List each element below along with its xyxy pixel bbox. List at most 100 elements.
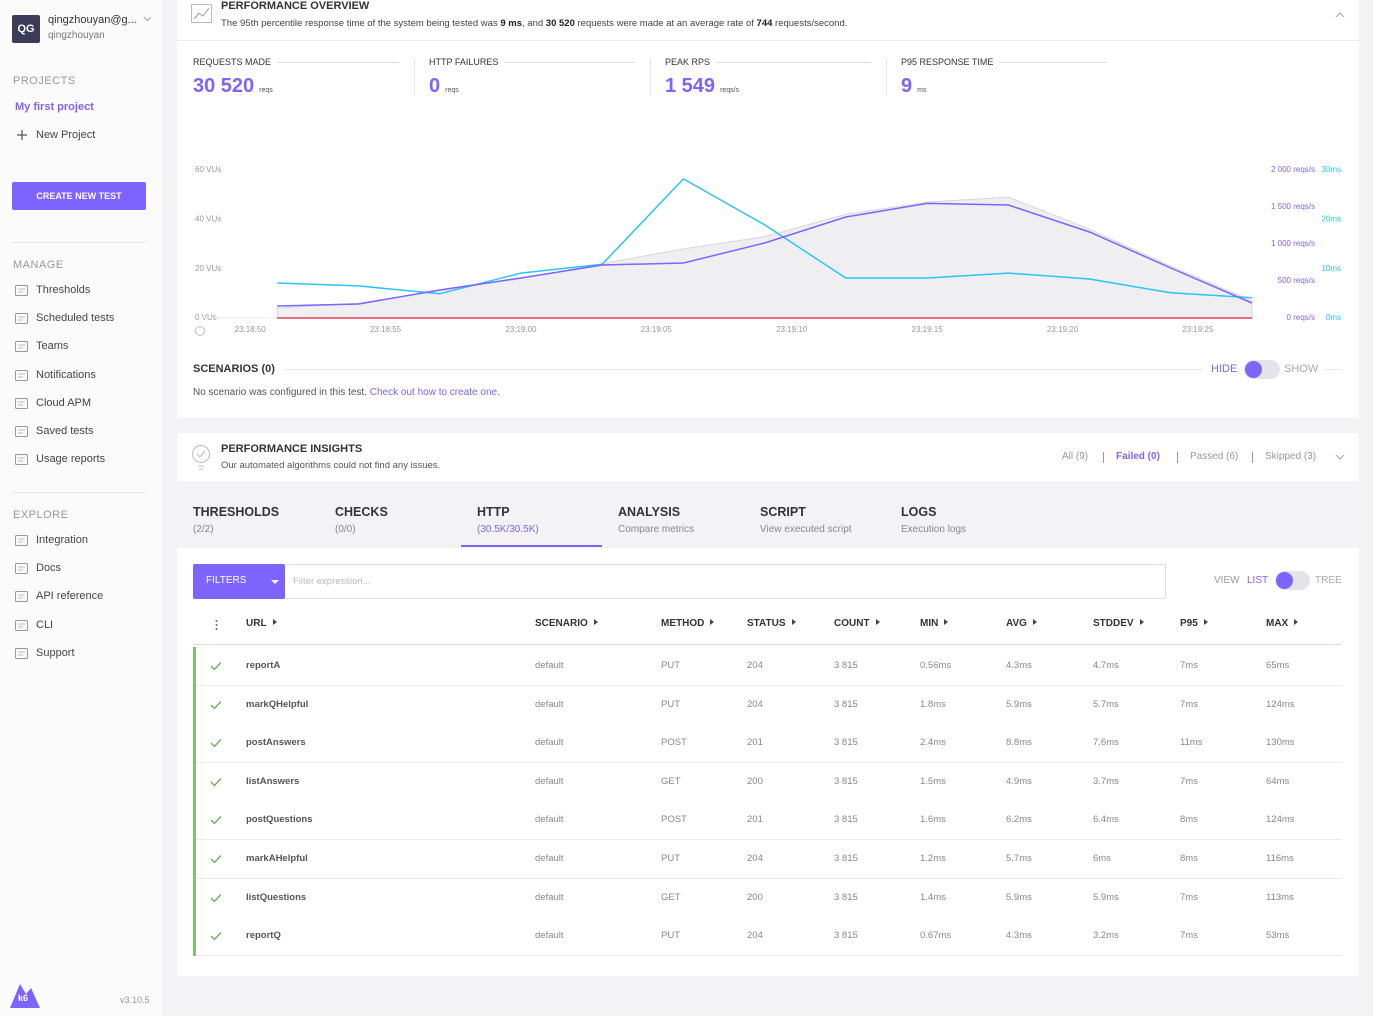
separator [12, 242, 146, 243]
rule [285, 369, 1205, 370]
table-cell: 3 815 [834, 814, 858, 826]
tab-subtitle[interactable]: (0/0) [335, 524, 356, 535]
url-cell[interactable]: postQuestions [246, 814, 313, 826]
metric-rule [277, 61, 399, 63]
column-header[interactable]: URL [246, 618, 277, 630]
filter-input[interactable]: Filter expression... [285, 564, 1166, 599]
caret [271, 580, 279, 584]
filters-button[interactable]: FILTERS [193, 564, 285, 599]
table-cell: 1.5ms [920, 775, 946, 787]
nav-icon [15, 591, 28, 603]
section-heading: MANAGE [13, 259, 64, 271]
insight-filter[interactable]: Passed (6) [1190, 451, 1239, 462]
nav-item[interactable]: Support [36, 646, 75, 659]
table-cell: default [535, 891, 564, 903]
table-cell: POST [661, 737, 687, 749]
summary-part: , and [522, 18, 546, 29]
link[interactable]: Check out how to create one. [369, 387, 500, 398]
metric-label: PEAK RPS [665, 57, 711, 67]
filter-divider [1252, 452, 1253, 463]
url-cell[interactable]: listAnswers [246, 775, 300, 787]
column-header[interactable]: P95 [1180, 618, 1208, 630]
table-cell: PUT [661, 930, 680, 942]
tab-title[interactable]: SCRIPT [760, 505, 806, 519]
metric-value: 0 [429, 75, 441, 97]
nav-item[interactable]: Integration [36, 534, 88, 546]
url-cell[interactable]: markAHelpful [246, 853, 308, 864]
tab-subtitle[interactable]: (30.5K/30.5K) [477, 524, 539, 535]
tab-subtitle[interactable]: Execution logs [901, 524, 967, 535]
column-header[interactable]: SCENARIO [535, 618, 598, 630]
table-cell: 3 815 [834, 737, 858, 749]
summary-part: 744 [756, 18, 773, 29]
section-heading[interactable]: PROJECTS [13, 75, 76, 87]
status-bar [193, 801, 196, 841]
tab-title[interactable]: HTTP [477, 505, 510, 519]
insight-filter[interactable]: All (9) [1062, 451, 1089, 462]
rule [1325, 369, 1342, 370]
nav-item[interactable]: CLI [36, 618, 54, 631]
logo-text: k6 [18, 993, 29, 1003]
metric-unit: reqs/s [720, 87, 740, 94]
nav-item[interactable]: Thresholds [36, 284, 91, 296]
url-cell[interactable]: postAnswers [246, 737, 306, 749]
tab-subtitle[interactable]: Compare metrics [618, 524, 695, 535]
overview-title: PERFORMANCE OVERVIEW [221, 0, 370, 12]
overview-panel [177, 0, 1359, 418]
column-header[interactable]: AVG [1006, 618, 1037, 630]
nav-item[interactable]: Notifications [36, 368, 96, 381]
y2-tick-label: 2 000 reqs/s [1271, 165, 1315, 174]
insight-filter[interactable]: Failed (0) [1116, 451, 1160, 462]
table-cell: default [535, 930, 564, 942]
tab-subtitle[interactable]: View executed script [760, 524, 852, 535]
url-cell[interactable]: reportQ [246, 930, 281, 942]
nav-item[interactable]: Docs [36, 562, 62, 575]
nav-item[interactable]: Teams [36, 340, 69, 353]
column-header[interactable]: STDDEV [1093, 618, 1144, 630]
tab-title[interactable]: THRESHOLDS [193, 505, 280, 519]
column-header[interactable]: MIN [920, 618, 948, 630]
scenarios-title: SCENARIOS (0) [193, 363, 275, 375]
scenarios-text: No scenario was configured in this test.… [193, 387, 500, 399]
toggle-label[interactable]: SHOW [1284, 363, 1319, 375]
tab-title[interactable]: CHECKS [335, 505, 388, 519]
metric-unit: ms [917, 87, 927, 94]
tab-subtitle[interactable]: (2/2) [193, 524, 214, 535]
column-header[interactable]: MAX [1266, 618, 1298, 630]
column-header[interactable]: STATUS [747, 618, 796, 630]
nav-item[interactable]: Saved tests [36, 425, 94, 437]
nav-item[interactable]: Usage reports [36, 453, 106, 466]
table-cell: PUT [661, 660, 680, 671]
new-project[interactable]: New Project [36, 129, 96, 141]
view-option[interactable]: TREE [1315, 575, 1342, 586]
tab-title[interactable]: ANALYSIS [618, 505, 681, 519]
table-cell: 7ms [1180, 698, 1198, 710]
separator [177, 40, 1359, 41]
url-cell[interactable]: listQuestions [246, 891, 307, 903]
table-row [193, 647, 1342, 686]
nav-item[interactable]: API reference [36, 590, 104, 603]
column-header[interactable]: METHOD [661, 618, 714, 630]
metric-label-row: REQUESTS MADE [193, 57, 399, 67]
insights-subtitle: Our automated algorithms could not find … [221, 460, 441, 471]
tab-title[interactable]: LOGS [901, 505, 937, 519]
y2-tick-label: 500 reqs/s [1278, 276, 1315, 285]
table-cell: PUT [661, 853, 680, 864]
insight-filter[interactable]: Skipped (3) [1265, 451, 1317, 462]
view-option[interactable]: LIST [1247, 575, 1269, 586]
table-cell: 3 815 [834, 775, 858, 787]
nav-item[interactable]: Scheduled tests [36, 312, 115, 325]
create-test-button[interactable]: CREATE NEW TEST [12, 182, 146, 210]
toggle-label[interactable]: HIDE [1211, 363, 1238, 375]
url-cell[interactable]: reportA [246, 660, 281, 671]
column-header[interactable]: COUNT [834, 618, 880, 630]
nav-item[interactable]: Cloud APM [36, 396, 92, 409]
k6-logo [10, 984, 40, 1008]
tab-underline [461, 545, 602, 547]
project-link[interactable]: My first project [15, 101, 94, 113]
metric-label-row: PEAK RPS [665, 57, 871, 67]
table-cell: default [535, 853, 564, 864]
insights-panel [177, 433, 1359, 481]
url-cell[interactable]: markQHelpful [246, 698, 309, 710]
